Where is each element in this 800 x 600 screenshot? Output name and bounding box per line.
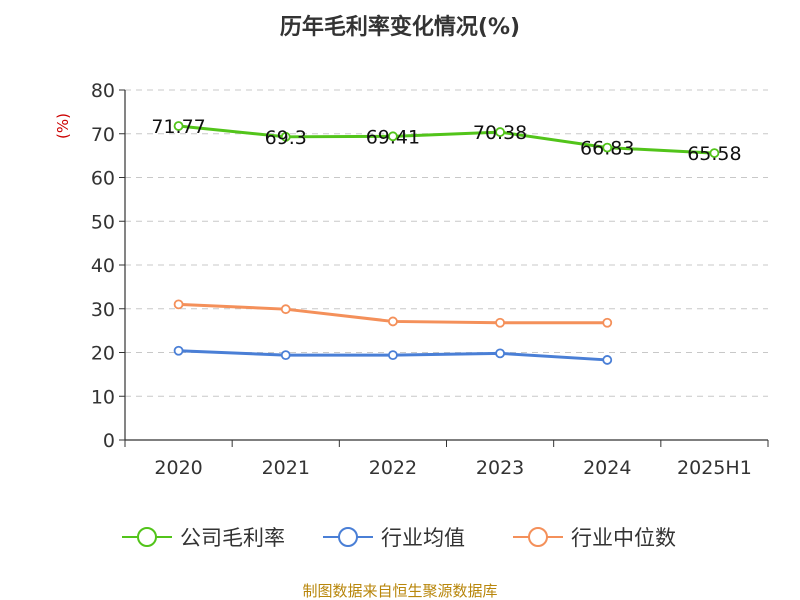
legend-label: 行业均值 [381,526,465,550]
y-axis-label: (%) [54,113,72,139]
chart-title: 历年毛利率变化情况(%) [280,14,520,40]
series-layer: 71.77 69.3 69.41 70.38 66.83 65.58 [151,116,742,365]
legend-marker [137,527,157,547]
x-tick-label: 2021 [262,457,310,479]
legend-item-2: 行业中位数 [513,526,676,550]
y-tick-label: 80 [91,80,115,102]
y-tick-label: 60 [91,168,115,190]
y-tick-label: 0 [103,430,115,452]
data-point [280,131,291,142]
legend-label: 公司毛利率 [180,526,285,550]
data-point [709,148,720,158]
data-point [602,142,613,153]
series-1 [173,345,613,365]
data-label: 65.58 [687,143,741,165]
legend-marker [338,527,358,547]
legend-marker [528,527,548,547]
data-point [173,345,184,356]
x-tick-label: 2024 [583,457,631,479]
data-point [388,350,398,361]
y-tick-label: 70 [91,124,115,146]
data-point [173,299,184,310]
y-tick-label: 30 [91,299,115,321]
data-point [280,304,291,315]
data-point [388,131,398,142]
x-tick-label: 2025H1 [677,457,752,479]
legend-item-0: 公司毛利率 [122,526,285,550]
y-tick-label: 10 [91,386,115,408]
grid-lines [125,89,768,397]
data-label: 66.83 [580,138,634,160]
source-note: 制图数据来自恒生聚源数据库 [302,582,497,600]
legend: 公司毛利率 行业均值 行业中位数 [122,526,676,550]
data-label: 69.41 [366,126,420,148]
data-point [388,316,398,327]
data-point [280,350,291,361]
data-point [495,348,505,359]
data-point [602,317,613,328]
data-point [602,355,613,365]
y-tick-label: 50 [91,211,115,233]
series-line [177,124,716,155]
y-tick-label: 20 [91,343,115,365]
data-label: 70.38 [473,122,527,144]
data-point [495,127,505,137]
series-0: 71.77 69.3 69.41 70.38 66.83 65.58 [151,116,741,165]
x-tick-label: 2022 [369,457,417,479]
x-tick-label: 2020 [154,457,202,479]
data-label: 69.3 [265,127,307,149]
y-tick-label: 40 [91,255,115,277]
series-2 [173,299,613,328]
data-label: 71.77 [151,116,205,138]
x-tick-label: 2023 [476,457,524,479]
legend-item-1: 行业均值 [323,526,465,550]
data-point [173,121,184,131]
axes: 0 10 20 30 40 50 60 70 80 2020 2021 2022 2023 2024 202… [91,80,769,479]
legend-label: 行业中位数 [571,526,676,550]
data-point [495,317,505,328]
